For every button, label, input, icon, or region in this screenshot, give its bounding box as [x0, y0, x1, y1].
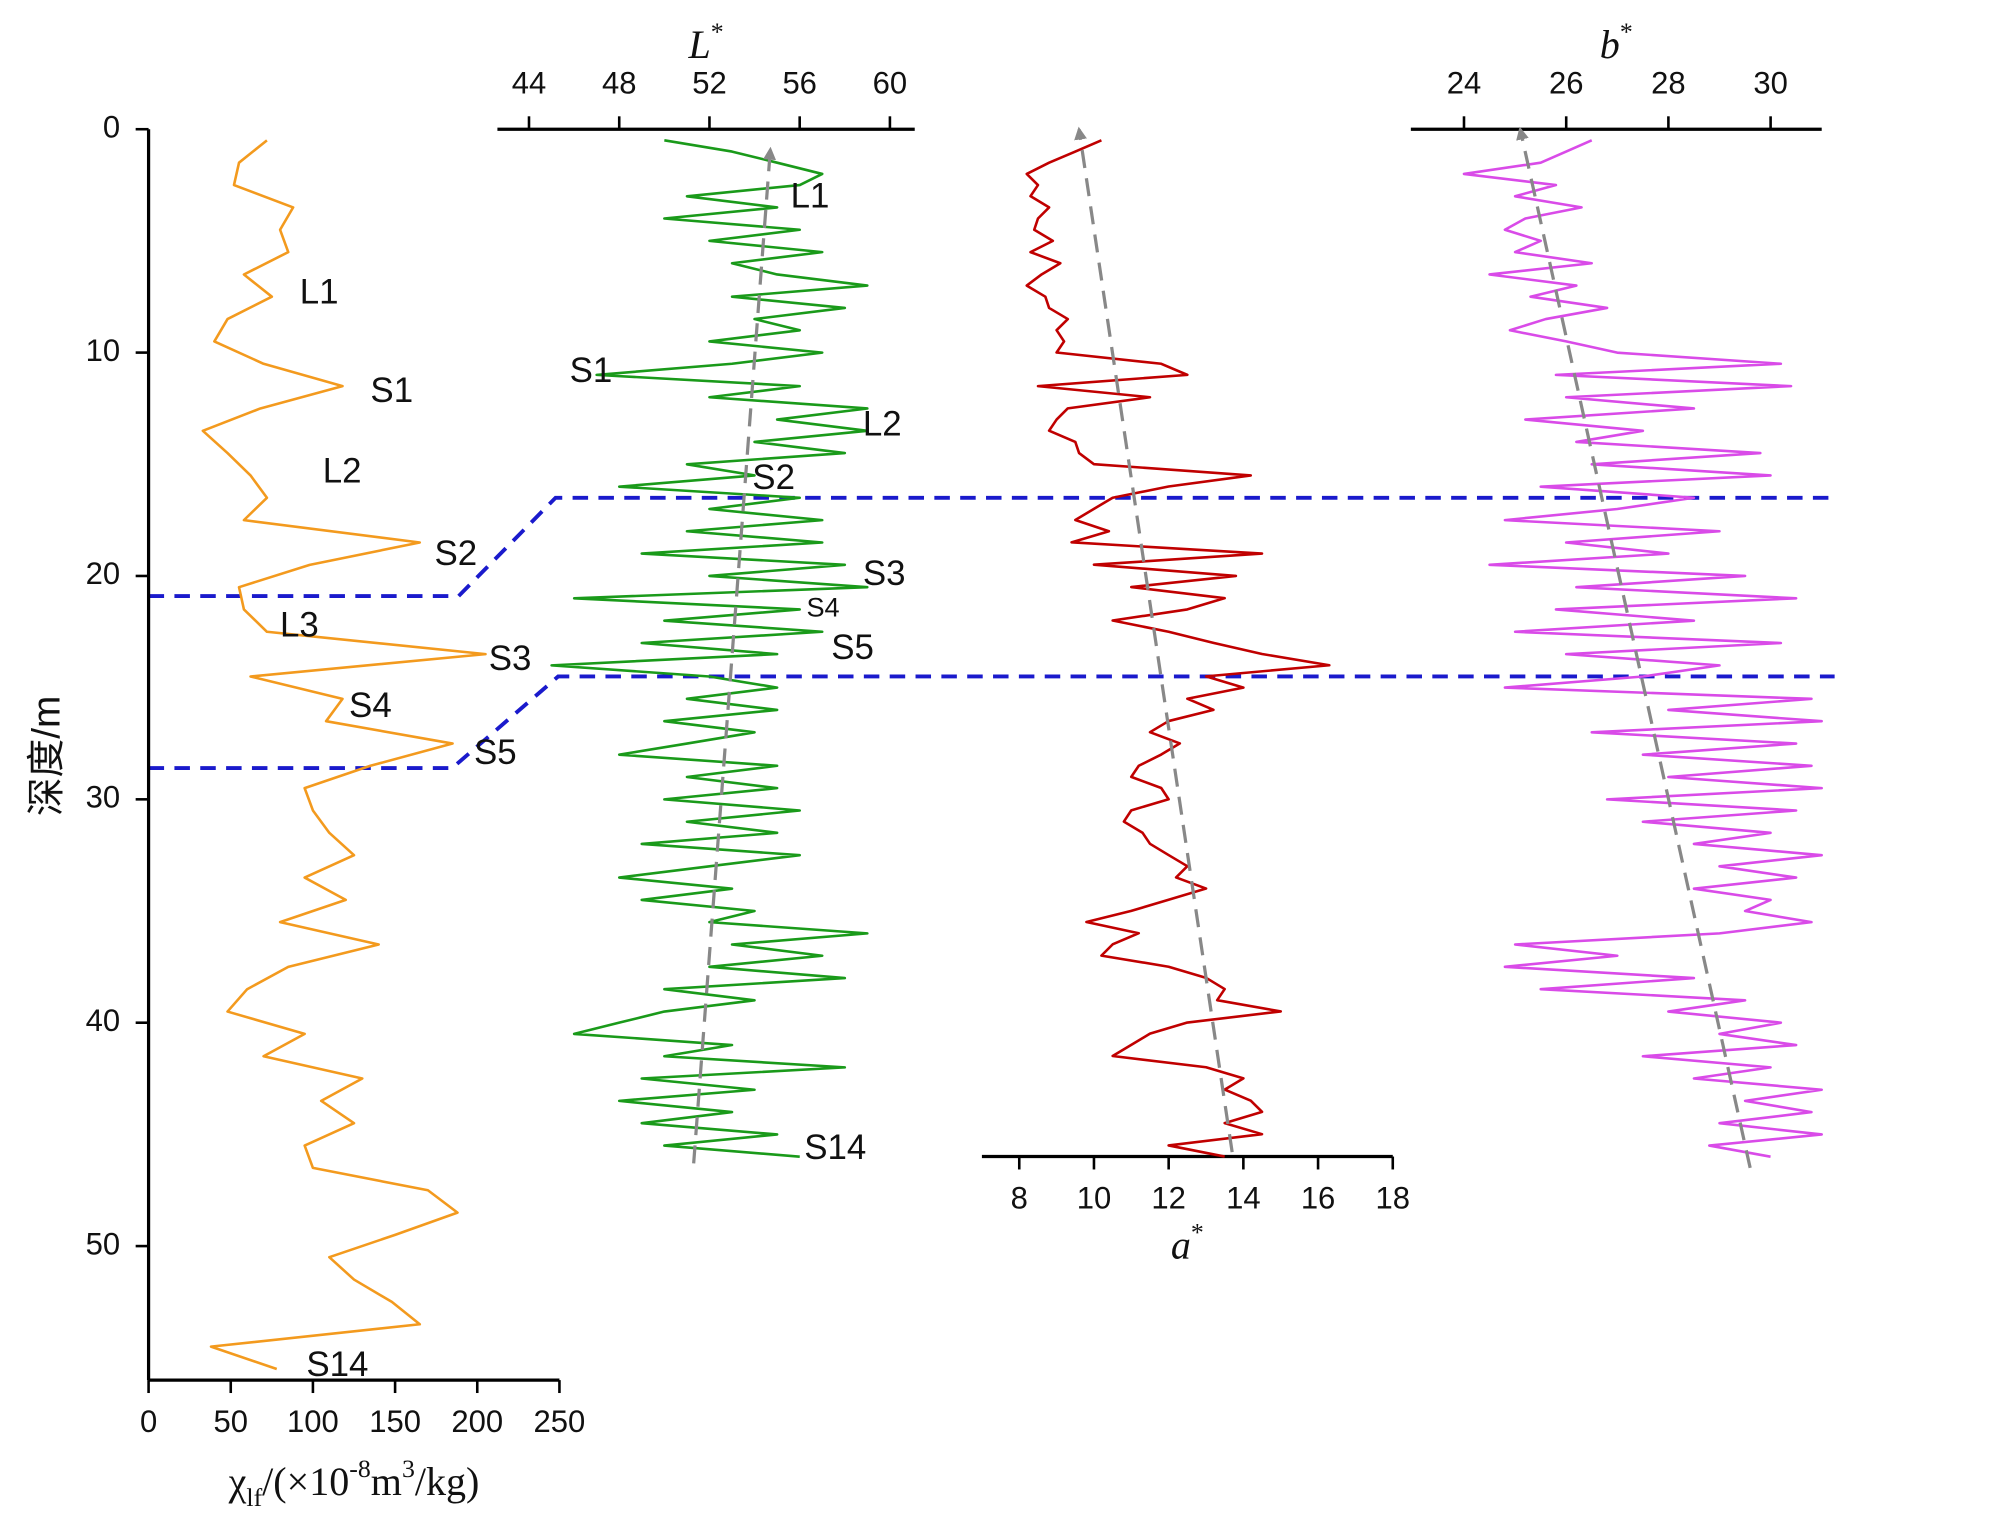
annotation: S5 [831, 628, 874, 667]
x-tick-label: 60 [873, 65, 907, 100]
axis-label-part: 3 [402, 1454, 415, 1483]
x-tick-label: 28 [1651, 65, 1685, 100]
x-tick-label: 14 [1226, 1181, 1260, 1216]
annotation: S3 [489, 639, 532, 678]
axis-label-part: * [1191, 1218, 1204, 1247]
profile-line [550, 139, 869, 1158]
x-tick-label: 12 [1151, 1181, 1185, 1216]
x-tick-label: 18 [1376, 1181, 1410, 1216]
x-tick-label: 56 [782, 65, 816, 100]
annotation: S2 [752, 458, 795, 497]
x-tick-label: 24 [1447, 65, 1481, 100]
annotation: L2 [863, 405, 902, 444]
annotation: L1 [300, 273, 339, 312]
x-tick-label: 10 [1077, 1181, 1111, 1216]
y-tick-label: 10 [86, 333, 120, 368]
y-tick-label: 20 [86, 556, 120, 591]
trend-arrow [1074, 126, 1234, 1153]
axis-label: b* [1600, 18, 1633, 68]
axis-label-part: * [711, 18, 724, 47]
annotation: S3 [863, 554, 906, 593]
annotation: S4 [349, 686, 392, 725]
x-tick-label: 50 [214, 1404, 248, 1439]
annotation: S14 [306, 1345, 368, 1384]
annotation: S2 [435, 534, 478, 573]
y-tick-label: 50 [86, 1226, 120, 1261]
axis-label: L* [687, 18, 723, 68]
x-tick-label: 44 [512, 65, 546, 100]
x-tick-label: 48 [602, 65, 636, 100]
annotation: L1 [791, 177, 830, 216]
x-tick-label: 100 [287, 1404, 339, 1439]
axis-label-part: /kg) [415, 1459, 480, 1504]
correlation-line [148, 495, 1835, 599]
annotation: S1 [570, 351, 613, 390]
axis-label-part: -8 [349, 1454, 371, 1483]
annotation: S5 [474, 733, 517, 772]
axis-label-part: a [1171, 1223, 1191, 1268]
axis-label-part: χ [228, 1459, 247, 1504]
correlation-line [148, 674, 1835, 771]
y-tick-label: 30 [86, 780, 120, 815]
x-tick-label: 0 [140, 1404, 157, 1439]
annotation: L3 [280, 606, 319, 645]
x-tick-label: 8 [1011, 1181, 1028, 1216]
annotation: S4 [806, 592, 839, 623]
x-tick-label: 150 [369, 1404, 421, 1439]
y-axis-label: 深度/m [25, 696, 68, 817]
axis-label-part: m [371, 1459, 402, 1504]
axis-label-part: lf [246, 1484, 262, 1513]
profile-line [1462, 139, 1823, 1158]
axis-label-part: * [1620, 18, 1633, 47]
annotation: L2 [323, 451, 362, 490]
x-tick-label: 30 [1753, 65, 1787, 100]
axis-label-part: L [687, 22, 710, 67]
axis-label: a* [1171, 1218, 1204, 1268]
profile-line [201, 139, 487, 1371]
x-tick-label: 26 [1549, 65, 1583, 100]
annotation: S14 [804, 1128, 866, 1167]
y-tick-label: 0 [103, 109, 120, 144]
axis-label: χlf/(×10-8m3/kg) [228, 1454, 480, 1512]
trend-arrow [692, 146, 777, 1164]
x-tick-label: 250 [534, 1404, 586, 1439]
axis-label-part: /(×10 [262, 1459, 349, 1504]
x-tick-label: 16 [1301, 1181, 1335, 1216]
axis-label-part: b [1600, 22, 1620, 67]
trend-arrow [1516, 126, 1752, 1169]
y-tick-label: 40 [86, 1003, 120, 1038]
profile-line [1025, 139, 1331, 1158]
annotation: S1 [370, 371, 413, 410]
x-tick-label: 200 [451, 1404, 503, 1439]
x-tick-label: 52 [692, 65, 726, 100]
